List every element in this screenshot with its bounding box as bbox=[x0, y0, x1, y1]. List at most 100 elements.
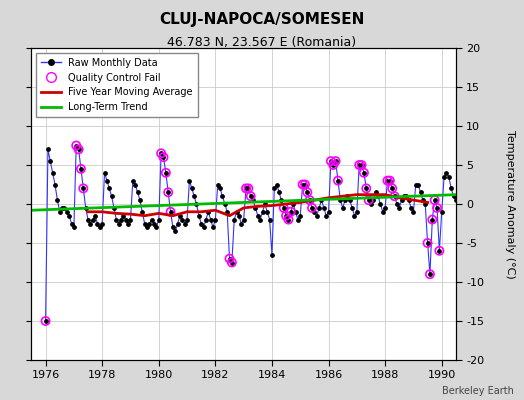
Point bbox=[425, 271, 434, 278]
Point bbox=[393, 201, 401, 207]
Point bbox=[287, 209, 295, 215]
Point bbox=[435, 248, 444, 254]
Point bbox=[79, 185, 88, 192]
Point bbox=[46, 158, 54, 164]
Point bbox=[128, 178, 137, 184]
Point bbox=[223, 209, 232, 215]
Point bbox=[343, 193, 352, 199]
Point bbox=[117, 216, 125, 223]
Point bbox=[150, 220, 158, 227]
Point bbox=[390, 193, 399, 199]
Point bbox=[119, 212, 128, 219]
Point bbox=[318, 197, 326, 203]
Point bbox=[357, 162, 366, 168]
Point bbox=[173, 220, 182, 227]
Point bbox=[256, 216, 264, 223]
Point bbox=[252, 205, 260, 211]
Legend: Raw Monthly Data, Quality Control Fail, Five Year Moving Average, Long-Term Tren: Raw Monthly Data, Quality Control Fail, … bbox=[36, 53, 198, 117]
Point bbox=[233, 209, 241, 215]
Point bbox=[440, 174, 448, 180]
Point bbox=[79, 185, 88, 192]
Point bbox=[355, 162, 363, 168]
Y-axis label: Temperature Anomaly (°C): Temperature Anomaly (°C) bbox=[505, 130, 515, 278]
Point bbox=[266, 216, 274, 223]
Point bbox=[89, 216, 97, 223]
Point bbox=[421, 201, 430, 207]
Point bbox=[43, 146, 52, 152]
Point bbox=[157, 150, 165, 156]
Point bbox=[322, 212, 331, 219]
Point bbox=[282, 212, 290, 219]
Point bbox=[336, 197, 345, 203]
Point bbox=[41, 318, 50, 324]
Point bbox=[211, 216, 220, 223]
Point bbox=[82, 205, 90, 211]
Point bbox=[379, 209, 387, 215]
Point bbox=[68, 220, 76, 227]
Point bbox=[277, 197, 286, 203]
Point bbox=[148, 216, 156, 223]
Point bbox=[58, 205, 66, 211]
Point bbox=[242, 185, 250, 192]
Point bbox=[72, 142, 80, 149]
Point bbox=[164, 189, 172, 196]
Point bbox=[105, 185, 114, 192]
Point bbox=[433, 205, 441, 211]
Point bbox=[353, 209, 361, 215]
Point bbox=[145, 220, 154, 227]
Point bbox=[131, 181, 139, 188]
Point bbox=[376, 201, 385, 207]
Point bbox=[402, 193, 411, 199]
Point bbox=[381, 205, 389, 211]
Point bbox=[351, 212, 359, 219]
Point bbox=[397, 197, 406, 203]
Point bbox=[326, 158, 335, 164]
Point bbox=[383, 178, 391, 184]
Point bbox=[159, 154, 168, 160]
Point bbox=[272, 181, 281, 188]
Point bbox=[329, 162, 337, 168]
Point bbox=[122, 216, 130, 223]
Point bbox=[188, 185, 196, 192]
Point bbox=[41, 318, 50, 324]
Point bbox=[242, 185, 250, 192]
Point bbox=[143, 224, 151, 230]
Point bbox=[169, 224, 177, 230]
Point bbox=[65, 212, 73, 219]
Point bbox=[107, 193, 116, 199]
Point bbox=[320, 205, 328, 211]
Point bbox=[298, 181, 307, 188]
Point bbox=[428, 216, 436, 223]
Point bbox=[369, 197, 377, 203]
Point bbox=[244, 185, 253, 192]
Point bbox=[388, 185, 397, 192]
Point bbox=[383, 178, 391, 184]
Point bbox=[49, 170, 57, 176]
Text: Berkeley Earth: Berkeley Earth bbox=[442, 386, 514, 396]
Point bbox=[334, 178, 342, 184]
Point bbox=[162, 170, 170, 176]
Point bbox=[407, 205, 416, 211]
Point bbox=[294, 216, 302, 223]
Point bbox=[96, 224, 104, 230]
Point bbox=[388, 185, 397, 192]
Point bbox=[185, 178, 193, 184]
Point bbox=[178, 216, 187, 223]
Point bbox=[287, 209, 295, 215]
Point bbox=[162, 170, 170, 176]
Point bbox=[400, 193, 408, 199]
Point bbox=[291, 209, 300, 215]
Point bbox=[103, 178, 111, 184]
Point bbox=[247, 193, 255, 199]
Point bbox=[77, 166, 85, 172]
Point bbox=[308, 205, 316, 211]
Point bbox=[176, 212, 184, 219]
Point bbox=[301, 181, 309, 188]
Point bbox=[114, 220, 123, 227]
Point bbox=[431, 197, 439, 203]
Point bbox=[192, 201, 201, 207]
Point bbox=[284, 216, 292, 223]
Point bbox=[244, 185, 253, 192]
Point bbox=[357, 162, 366, 168]
Point bbox=[190, 193, 199, 199]
